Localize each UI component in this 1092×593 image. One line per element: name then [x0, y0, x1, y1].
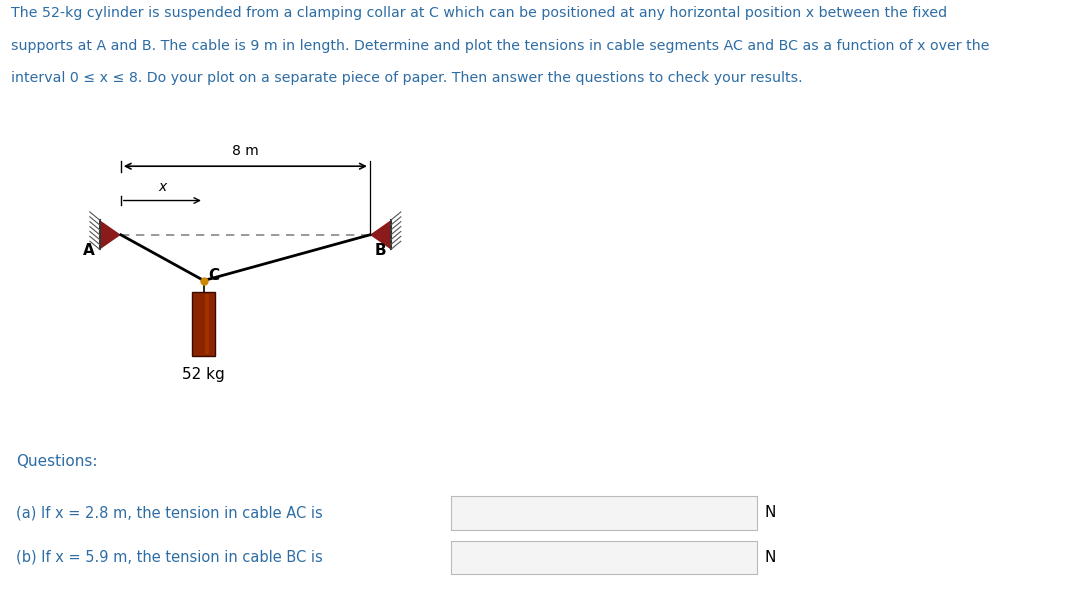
Text: 8 m: 8 m: [232, 144, 259, 158]
Text: C: C: [209, 267, 219, 283]
Bar: [192, 292, 215, 356]
Bar: [204, 294, 209, 354]
Text: A: A: [83, 243, 94, 259]
Text: 52 kg: 52 kg: [182, 368, 225, 382]
Text: (a) If x = 2.8 m, the tension in cable AC is: (a) If x = 2.8 m, the tension in cable A…: [16, 505, 323, 521]
Text: i: i: [432, 504, 439, 522]
Text: i: i: [432, 549, 439, 566]
Text: supports at A and B. The cable is 9 m in length. Determine and plot the tensions: supports at A and B. The cable is 9 m in…: [11, 39, 989, 53]
Text: (b) If x = 5.9 m, the tension in cable BC is: (b) If x = 5.9 m, the tension in cable B…: [16, 550, 323, 565]
Polygon shape: [99, 220, 121, 250]
Polygon shape: [370, 220, 391, 250]
Text: N: N: [764, 550, 775, 565]
Text: The 52-kg cylinder is suspended from a clamping collar at C which can be positio: The 52-kg cylinder is suspended from a c…: [11, 6, 947, 20]
Text: B: B: [375, 243, 385, 259]
Text: interval 0 ≤ x ≤ 8. Do your plot on a separate piece of paper. Then answer the q: interval 0 ≤ x ≤ 8. Do your plot on a se…: [11, 71, 803, 85]
Text: x: x: [158, 180, 166, 194]
Text: Questions:: Questions:: [16, 454, 98, 468]
Text: N: N: [764, 505, 775, 521]
